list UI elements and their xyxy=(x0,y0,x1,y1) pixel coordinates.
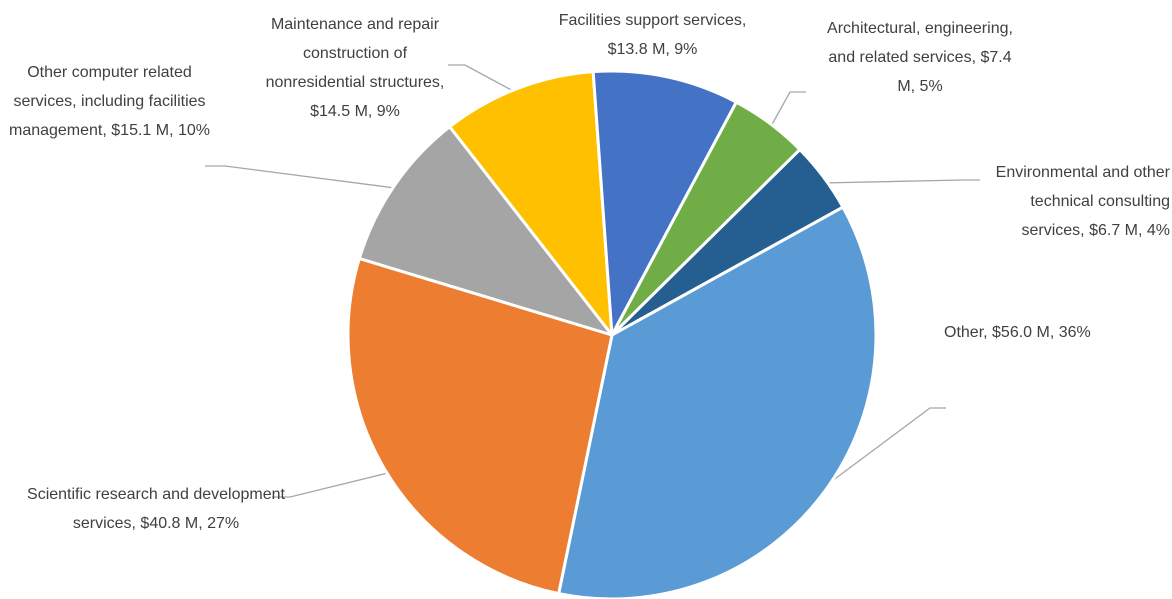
wedge xyxy=(448,70,614,337)
wedges xyxy=(346,69,878,599)
data-label: Scientific research and development serv… xyxy=(27,486,285,532)
data-label: Environmental and other technical consul… xyxy=(995,164,1170,239)
data-label: Maintenance and repair construction of n… xyxy=(265,16,445,120)
leader-line xyxy=(272,469,401,498)
leader-line xyxy=(769,91,806,129)
wedge xyxy=(346,256,614,596)
leader-line xyxy=(205,165,396,189)
leader-line xyxy=(448,64,516,93)
data-label: Other, $56.0 M, 36% xyxy=(944,324,1091,341)
wedge xyxy=(610,148,845,337)
leader-lines xyxy=(205,64,980,498)
leader-line xyxy=(819,407,946,491)
wedge xyxy=(357,125,614,337)
leader-line xyxy=(821,179,980,184)
data-label: Facilities support services, $13.8 M, 9% xyxy=(558,12,747,58)
data-label: Architectural, engineering, and related … xyxy=(827,20,1013,95)
wedge xyxy=(557,205,878,599)
data-label: Other computer related services, includi… xyxy=(8,64,210,139)
wedge xyxy=(591,69,738,337)
